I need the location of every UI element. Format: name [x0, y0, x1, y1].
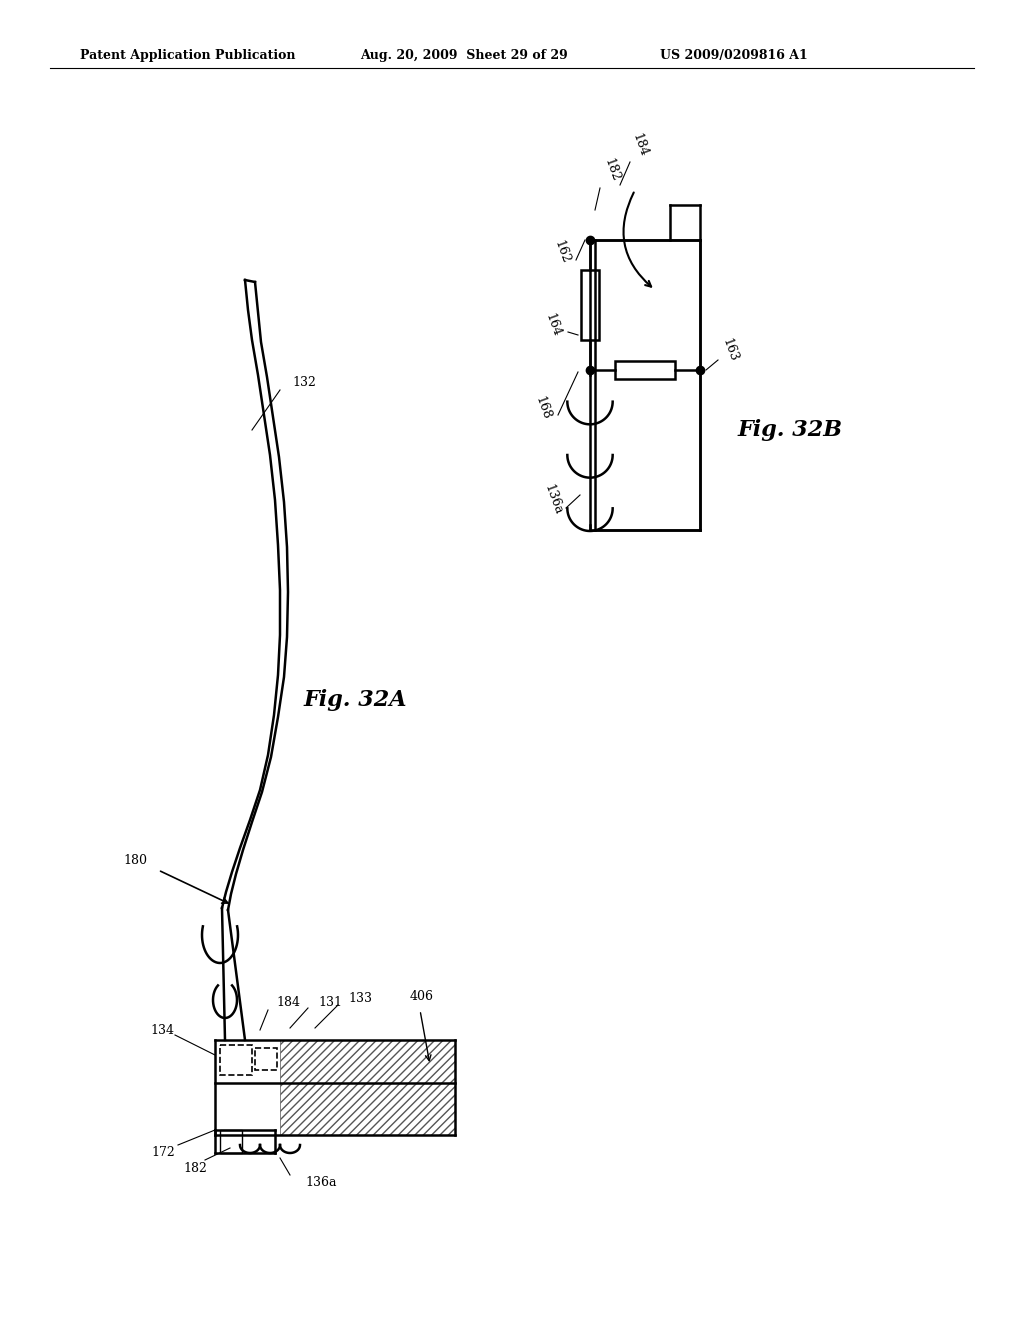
Text: 133: 133 [348, 991, 372, 1005]
Text: 182: 182 [602, 157, 623, 183]
Text: 134: 134 [150, 1023, 174, 1036]
Text: Fig. 32A: Fig. 32A [303, 689, 407, 711]
Text: US 2009/0209816 A1: US 2009/0209816 A1 [660, 49, 808, 62]
Text: 172: 172 [152, 1146, 175, 1159]
Text: 136a: 136a [305, 1176, 337, 1188]
Bar [280, 1082, 455, 1135]
Text: Aug. 20, 2009  Sheet 29 of 29: Aug. 20, 2009 Sheet 29 of 29 [360, 49, 567, 62]
Text: 184: 184 [276, 997, 300, 1010]
Bar [581, 271, 599, 341]
Bar [220, 1045, 252, 1074]
Bar [220, 1130, 242, 1152]
Bar [615, 360, 675, 379]
Text: 164: 164 [543, 312, 563, 338]
Text: 184: 184 [630, 132, 650, 158]
Bar [280, 1040, 455, 1082]
Bar [255, 1048, 278, 1071]
Text: Patent Application Publication: Patent Application Publication [80, 49, 296, 62]
Text: 180: 180 [123, 854, 147, 866]
Text: 162: 162 [552, 239, 572, 265]
Text: 182: 182 [183, 1162, 207, 1175]
Text: Fig. 32B: Fig. 32B [737, 418, 843, 441]
Text: 131: 131 [318, 995, 342, 1008]
Text: 406: 406 [410, 990, 434, 1003]
Text: 136a: 136a [542, 483, 564, 517]
Text: 168: 168 [532, 395, 553, 421]
Text: 132: 132 [292, 375, 315, 388]
Text: 163: 163 [720, 337, 740, 363]
